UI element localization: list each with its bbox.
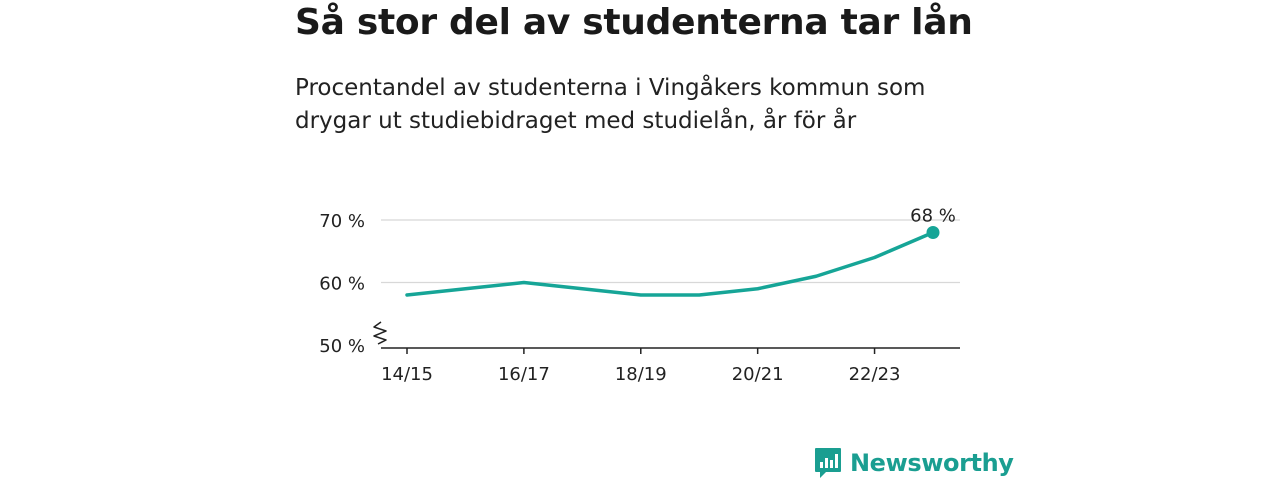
series-line [405,230,935,297]
chart-title: Så stor del av studenterna tar lån [295,2,973,43]
x-tick-label: 16/17 [498,364,550,385]
end-value-label: 68 % [910,206,956,227]
brand-logo: Newsworthy [814,446,1014,480]
end-point-marker [926,226,940,239]
newsworthy-logo-icon [815,448,841,478]
line-chart: 50 % 60 % 70 % 14/15 16/17 18/19 20/21 22/23 68 … [319,206,960,385]
y-tick-label: 70 % [319,211,365,232]
x-tick-label: 20/21 [732,364,784,385]
chart-subtitle: Procentandel av studenterna i Vingåkers … [295,75,926,134]
x-tick-label: 18/19 [615,364,667,385]
y-tick-label: 60 % [319,274,365,295]
y-tick-label: 50 % [319,336,365,357]
x-tick-label: 14/15 [381,364,433,385]
x-tick-label: 22/23 [849,364,901,385]
brand-name: Newsworthy [850,449,1014,477]
axis-break-icon [373,321,387,345]
